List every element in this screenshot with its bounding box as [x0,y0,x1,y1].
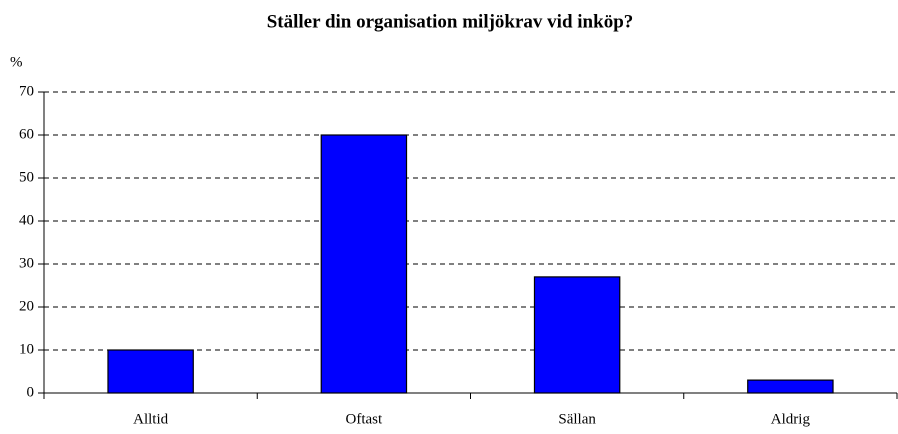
y-tick-label: 40 [19,212,34,228]
x-tick-label: Alltid [133,411,169,427]
bar [107,349,194,394]
y-tick-label: 60 [19,126,34,142]
y-tick-label: 0 [27,384,35,400]
bar [747,379,834,394]
x-tick-label: Oftast [346,411,383,427]
y-tick-label: 20 [19,298,34,314]
x-tick-label: Aldrig [771,411,811,427]
chart-title: Ställer din organisation miljökrav vid i… [267,11,634,32]
y-tick-label: 30 [19,255,34,271]
y-tick-label: 50 [19,169,34,185]
y-tick-label: 70 [19,83,34,99]
x-tick-label: Sällan [558,411,596,427]
y-tick-label: 10 [19,341,34,357]
bar [320,134,408,394]
bar [533,276,621,394]
y-axis-label: % [10,54,23,70]
